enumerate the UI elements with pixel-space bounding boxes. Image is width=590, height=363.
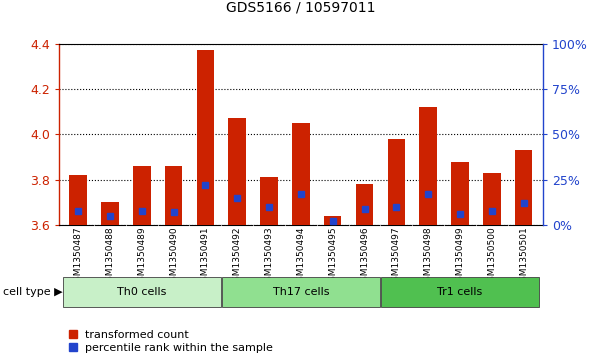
Text: GSM1350499: GSM1350499	[455, 226, 464, 287]
Bar	[228, 118, 246, 225]
Text: GSM1350498: GSM1350498	[424, 226, 432, 287]
FancyBboxPatch shape	[222, 277, 380, 307]
Text: GSM1350496: GSM1350496	[360, 226, 369, 287]
Bar	[483, 173, 501, 225]
FancyBboxPatch shape	[63, 277, 221, 307]
Text: GSM1350495: GSM1350495	[328, 226, 337, 287]
Bar	[388, 139, 405, 225]
Bar	[133, 166, 150, 225]
Bar	[451, 162, 469, 225]
Text: GSM1350497: GSM1350497	[392, 226, 401, 287]
Legend: transformed count, percentile rank within the sample: transformed count, percentile rank withi…	[64, 325, 277, 358]
Text: GSM1350490: GSM1350490	[169, 226, 178, 287]
Bar	[70, 175, 87, 225]
Bar	[292, 123, 310, 225]
Text: GSM1350487: GSM1350487	[74, 226, 83, 287]
Text: GSM1350493: GSM1350493	[264, 226, 274, 287]
Text: Th17 cells: Th17 cells	[273, 287, 329, 297]
Bar	[101, 203, 119, 225]
FancyBboxPatch shape	[381, 277, 539, 307]
Bar	[196, 50, 214, 225]
Text: GSM1350492: GSM1350492	[232, 226, 242, 286]
Text: GSM1350501: GSM1350501	[519, 226, 528, 287]
Text: Tr1 cells: Tr1 cells	[437, 287, 483, 297]
Text: GSM1350491: GSM1350491	[201, 226, 210, 287]
Bar	[324, 216, 342, 225]
Bar	[165, 166, 182, 225]
Text: GSM1350494: GSM1350494	[296, 226, 306, 286]
Bar	[515, 150, 532, 225]
Text: GSM1350500: GSM1350500	[487, 226, 496, 287]
Text: Th0 cells: Th0 cells	[117, 287, 166, 297]
Text: GSM1350489: GSM1350489	[137, 226, 146, 287]
Bar	[356, 184, 373, 225]
Text: GDS5166 / 10597011: GDS5166 / 10597011	[226, 0, 376, 15]
Text: GSM1350488: GSM1350488	[106, 226, 114, 287]
Bar	[260, 178, 278, 225]
Bar	[419, 107, 437, 225]
Text: cell type ▶: cell type ▶	[3, 287, 63, 297]
